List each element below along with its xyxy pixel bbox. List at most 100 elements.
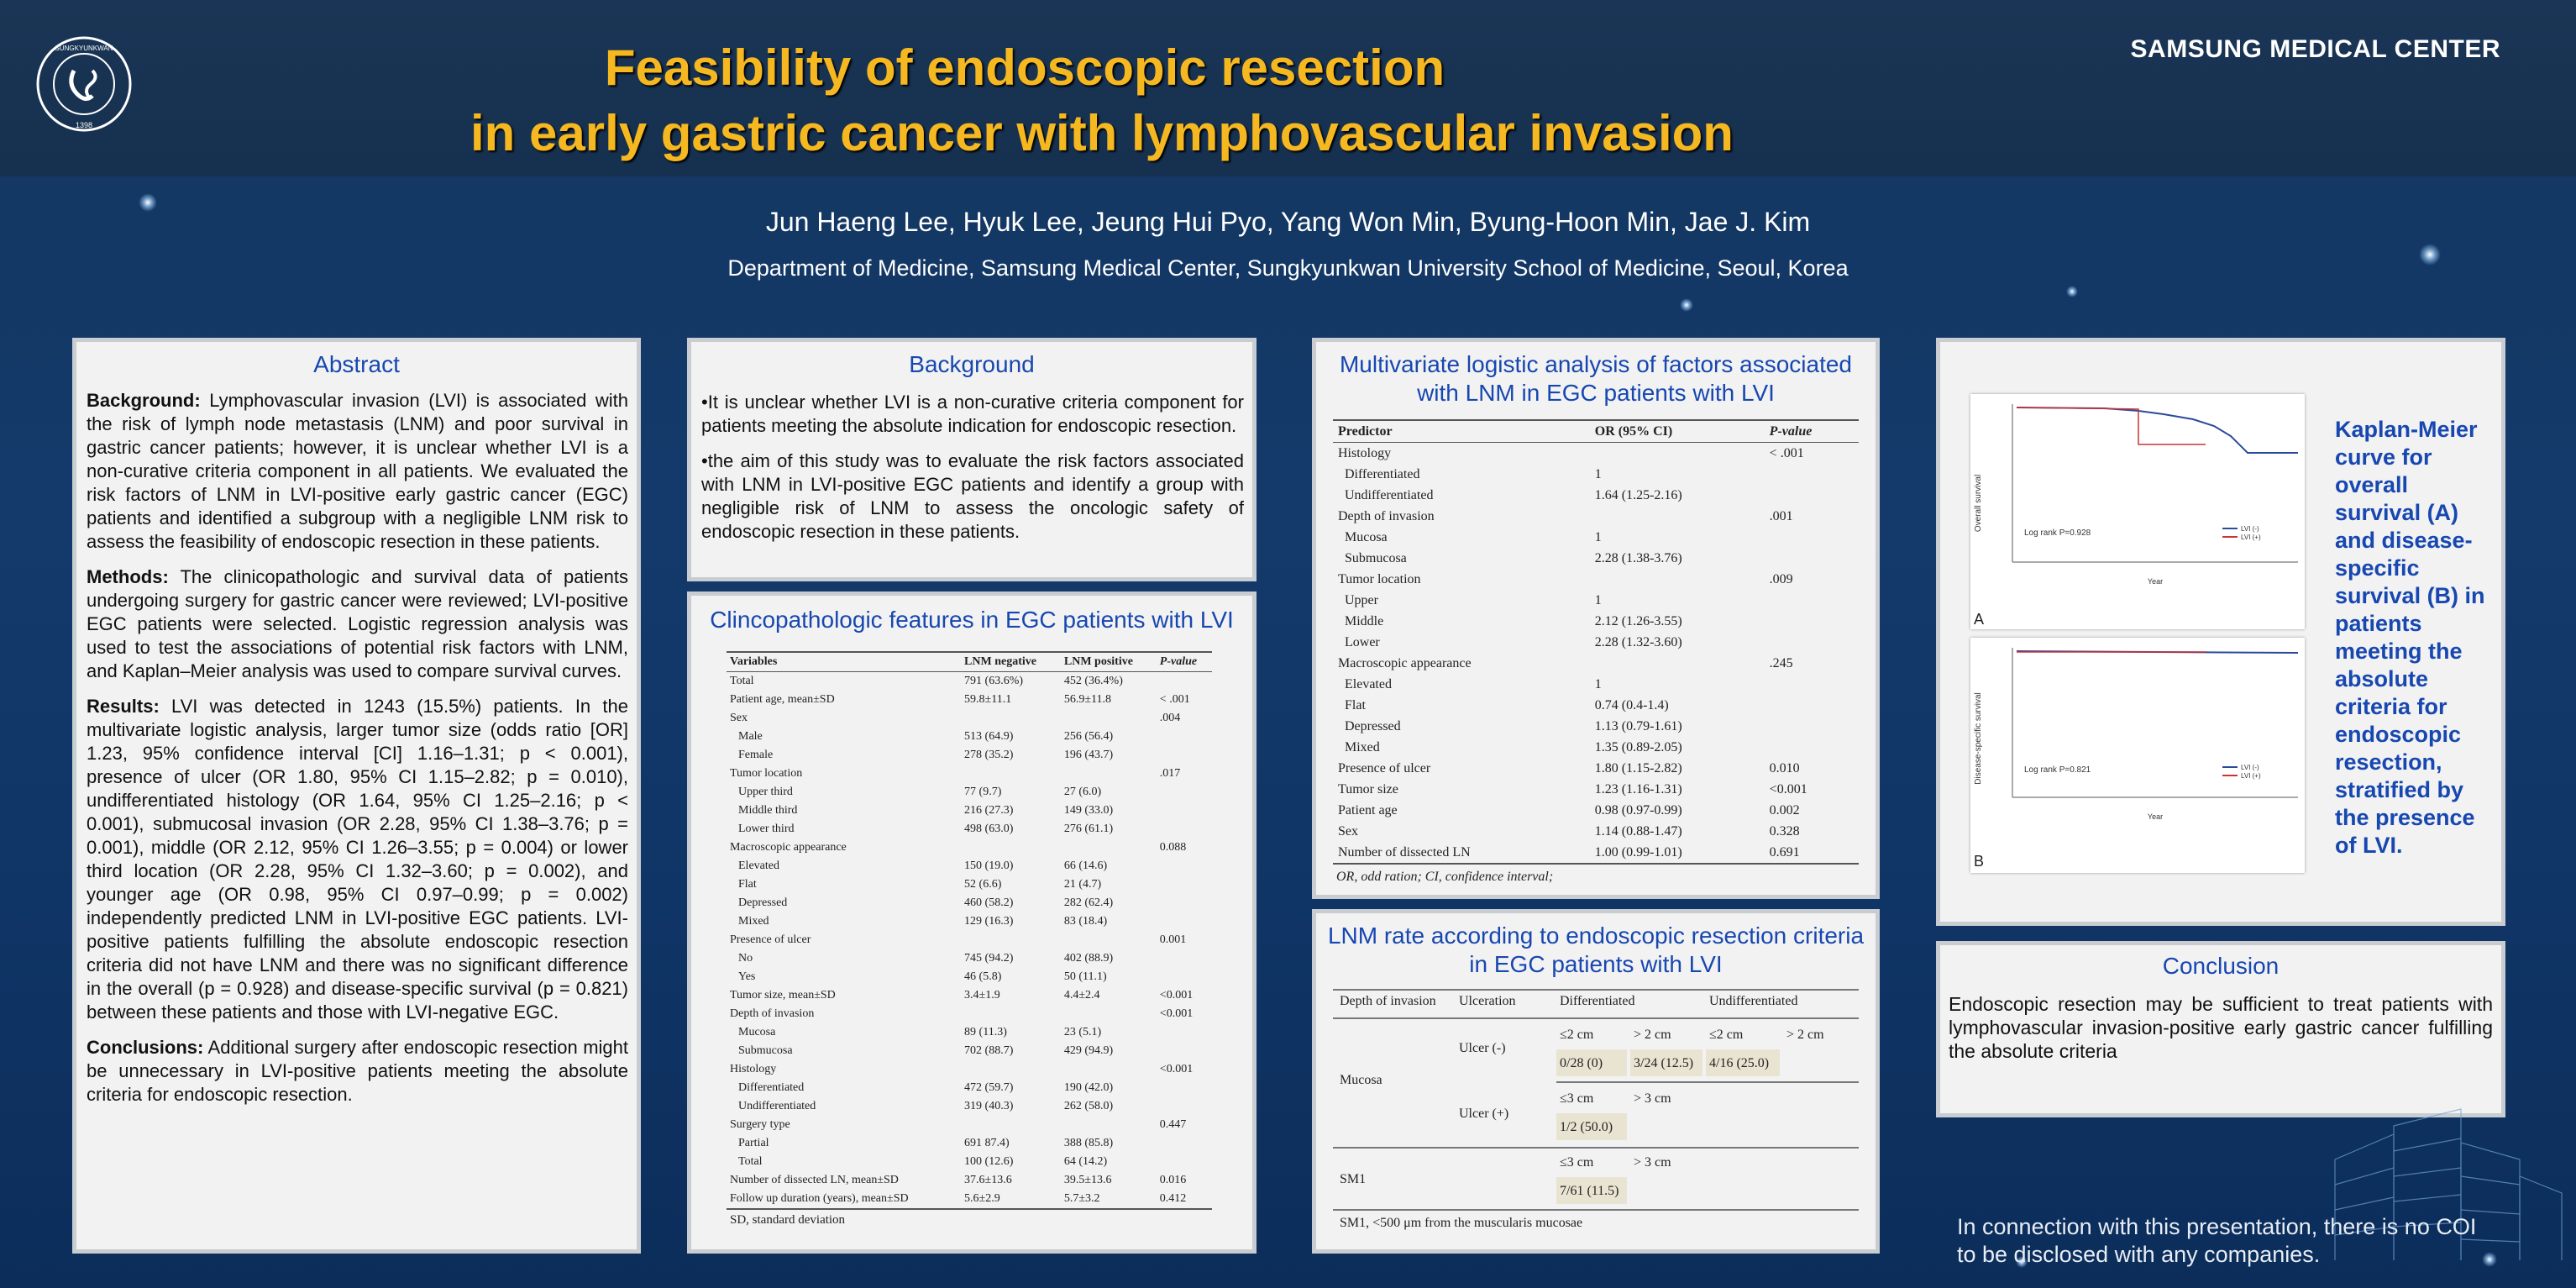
value-cell (1157, 949, 1212, 968)
table-row: Depressed 460 (58.2) 282 (62.4) (727, 894, 1212, 912)
variable-cell: Histology (730, 1063, 777, 1075)
value-cell: <0.001 (1159, 1007, 1194, 1020)
size-header: > 2 cm (1786, 1028, 1824, 1042)
table-row: Submucosa 702 (88.7) 429 (94.9) (727, 1042, 1212, 1060)
column-header: LNM negative (961, 651, 1061, 672)
value-cell: .017 (1159, 767, 1181, 780)
table-row: Upper 1 (1333, 590, 1859, 611)
clinicopathologic-title: Clincopathologic features in EGC patient… (710, 607, 1234, 633)
value-cell: < .001 (1159, 693, 1190, 706)
value-cell: 1.64 (1.25-2.16) (1594, 488, 1682, 502)
variable-cell: Mucosa (738, 1026, 776, 1038)
table-row: Presence of ulcer 1.80 (1.15-2.82) 0.010 (1333, 758, 1859, 779)
abstract-methods-label: Methods: (87, 566, 169, 587)
km-logrank-a: Log rank P=0.928 (2024, 528, 2091, 538)
value-cell (1765, 716, 1859, 737)
value-cell (1157, 802, 1212, 820)
value-cell: 21 (4.7) (1063, 878, 1102, 891)
value-cell: .004 (1159, 712, 1181, 724)
value-cell (1157, 1079, 1212, 1097)
km-legend-label: LVI (-) (2241, 764, 2259, 771)
value-cell: 0.328 (1769, 824, 1800, 839)
table-row: Submucosa 2.28 (1.38-3.76) (1333, 548, 1859, 569)
title-line-1: Feasibility of endoscopic resection (604, 39, 1445, 96)
variable-cell: Surgery type (730, 1118, 790, 1131)
variable-cell: Tumor size, mean±SD (730, 989, 836, 1001)
value-cell: 59.8±11.1 (964, 693, 1012, 706)
background-title: Background (909, 351, 1035, 377)
table-row: Total 100 (12.6) 64 (14.2) (727, 1153, 1212, 1171)
variable-cell: Male (738, 730, 763, 743)
predictor-cell: Differentiated (1345, 467, 1420, 481)
abstract-background-label: Background: (87, 390, 201, 411)
lnm-rate-value: 0/28 (0) (1560, 1056, 1603, 1070)
predictor-cell: Presence of ulcer (1338, 761, 1431, 775)
value-cell (961, 1116, 1061, 1134)
value-cell (1157, 875, 1212, 894)
building-silhouette (2334, 1108, 2563, 1260)
multivariate-footnote: OR, odd ration; CI, confidence interval; (1336, 870, 1554, 884)
value-cell: 27 (6.0) (1063, 786, 1102, 798)
lnm-rate-table: Depth of invasion Ulceration Differentia… (1333, 989, 1859, 1241)
value-cell: 196 (43.7) (1063, 749, 1114, 761)
coi-statement: In connection with this presentation, th… (1957, 1214, 2477, 1267)
value-cell (1590, 506, 1765, 527)
size-header: ≤3 cm (1560, 1155, 1594, 1170)
value-cell: 0.002 (1769, 803, 1800, 817)
predictor-cell: Upper (1345, 593, 1378, 607)
km-ylabel-b: Disease-specific survival (1974, 692, 1983, 784)
value-cell (1061, 709, 1157, 728)
value-cell: 498 (63.0) (964, 823, 1014, 835)
value-cell (1765, 527, 1859, 548)
km-xlabel: Year (2148, 812, 2163, 821)
multivariate-table: Predictor OR (95% CI) P-value Histology <… (1333, 419, 1859, 865)
table-row: Sex .004 (727, 709, 1212, 728)
variable-cell: Flat (738, 878, 757, 891)
value-cell: 190 (42.0) (1063, 1081, 1114, 1094)
value-cell (1590, 653, 1765, 674)
sparkle-decoration (139, 193, 157, 212)
value-cell: 77 (9.7) (964, 786, 1002, 798)
km-curve-lvi-neg (2016, 407, 2298, 454)
predictor-cell: Patient age (1338, 803, 1398, 817)
table-header-row: Predictor OR (95% CI) P-value (1333, 419, 1859, 443)
value-cell (961, 765, 1061, 783)
table-row: Mixed 1.35 (0.89-2.05) (1333, 737, 1859, 758)
value-cell (1157, 894, 1212, 912)
km-logrank-b: Log rank P=0.821 (2024, 765, 2091, 775)
table-row: Histology < .001 (1333, 443, 1859, 465)
column-header: P-value (1764, 419, 1859, 443)
abstract-results-label: Results: (87, 696, 160, 717)
lnm-rate-value: 7/61 (11.5) (1560, 1184, 1619, 1198)
predictor-cell: Submucosa (1345, 551, 1407, 565)
value-cell (1765, 485, 1859, 506)
value-cell: 1.23 (1.16-1.31) (1594, 782, 1682, 796)
variable-cell: Elevated (738, 860, 779, 872)
table-row: Middle third 216 (27.3) 149 (33.0) (727, 802, 1212, 820)
table-row: Histology <0.001 (727, 1060, 1212, 1079)
table-row: Yes 46 (5.8) 50 (11.1) (727, 968, 1212, 986)
table-row: Upper third 77 (9.7) 27 (6.0) (727, 783, 1212, 802)
predictor-cell: Tumor size (1338, 782, 1398, 796)
km-panel-label: A (1974, 611, 1984, 628)
km-ylabel-a: Overall survival (1974, 475, 1983, 532)
value-cell (1157, 728, 1212, 746)
variable-cell: Macroscopic appearance (730, 841, 847, 854)
lnm-rate-value: 1/2 (50.0) (1560, 1120, 1613, 1134)
value-cell: 282 (62.4) (1063, 896, 1114, 909)
column-header: Predictor (1333, 419, 1590, 443)
table-row: Elevated 150 (19.0) 66 (14.6) (727, 857, 1212, 875)
value-cell (1157, 912, 1212, 931)
sparkle-decoration (2482, 1252, 2497, 1267)
header-band (0, 0, 2576, 176)
km-chart-b: Disease-specific survival Log rank P=0.8… (1974, 648, 2299, 870)
value-cell: 129 (16.3) (964, 915, 1014, 928)
column-header: Undifferentiated (1709, 994, 1798, 1008)
predictor-cell: Mixed (1345, 740, 1380, 754)
value-cell (961, 839, 1061, 857)
value-cell: 150 (19.0) (964, 860, 1014, 872)
value-cell: 0.088 (1159, 841, 1187, 854)
clinicopathologic-panel: Clincopathologic features in EGC patient… (687, 591, 1257, 1254)
size-header: > 3 cm (1634, 1155, 1671, 1170)
km-panel-label: B (1974, 853, 1984, 870)
